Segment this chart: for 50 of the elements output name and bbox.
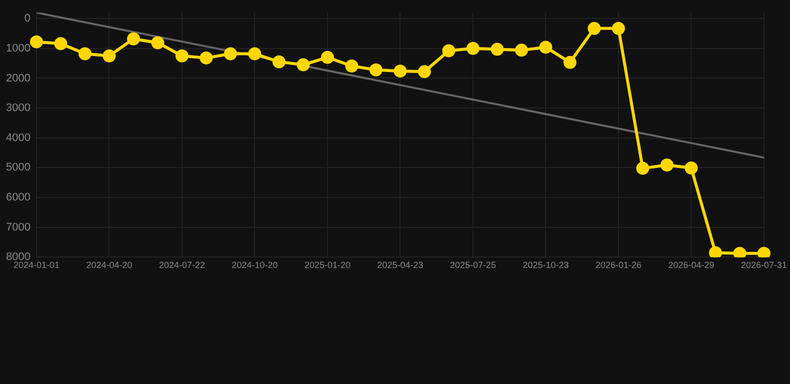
point — [588, 22, 601, 35]
x-tick-label: 2026-07-31 — [740, 260, 788, 270]
point — [539, 40, 552, 54]
point — [442, 44, 456, 58]
point — [248, 47, 262, 60]
x-tick-label: 2024-01-01 — [13, 260, 60, 270]
point — [54, 37, 68, 50]
y-tick-label: 5000 — [6, 162, 30, 174]
y-tick-label: 7000 — [6, 221, 30, 234]
point — [320, 50, 334, 64]
x-tick-label: 2026-01-26 — [595, 260, 642, 270]
x-tick-label: 2024-10-20 — [232, 260, 278, 270]
point — [708, 246, 722, 258]
x-tick-label: 2026-04-29 — [668, 260, 714, 270]
point — [151, 36, 164, 50]
point — [369, 63, 382, 76]
point — [660, 158, 674, 172]
point — [563, 56, 576, 69]
point — [394, 64, 407, 78]
y-tick-label: 1000 — [6, 42, 30, 54]
point — [102, 49, 116, 62]
x-tick-label: 2025-10-23 — [522, 260, 569, 270]
point — [514, 44, 528, 57]
point — [200, 51, 213, 64]
x-tick-label: 2025-04-23 — [377, 260, 424, 270]
point — [345, 59, 358, 72]
point — [490, 42, 504, 56]
point — [272, 55, 286, 68]
point — [636, 162, 650, 175]
x-tick-label: 2024-07-22 — [158, 260, 205, 270]
point — [126, 32, 140, 46]
y-tick-label: 0 — [24, 12, 30, 25]
point — [418, 65, 431, 78]
y-tick-label: 3000 — [6, 102, 30, 114]
x-tick-label: 2024-04-20 — [86, 260, 132, 270]
point — [296, 58, 310, 72]
point — [612, 22, 625, 35]
x-tick-label: 2025-01-20 — [304, 260, 350, 270]
point — [466, 42, 480, 55]
y-tick-label: 4000 — [6, 132, 30, 144]
y-tick-label: 6000 — [6, 192, 30, 204]
point — [30, 35, 43, 48]
point — [224, 47, 237, 60]
point — [684, 162, 698, 175]
x-tick-label: 2025-07-25 — [450, 260, 496, 270]
point — [78, 47, 92, 60]
point — [757, 246, 770, 258]
point — [175, 49, 188, 62]
y-tick-label: 2000 — [6, 72, 30, 84]
point — [733, 246, 746, 258]
